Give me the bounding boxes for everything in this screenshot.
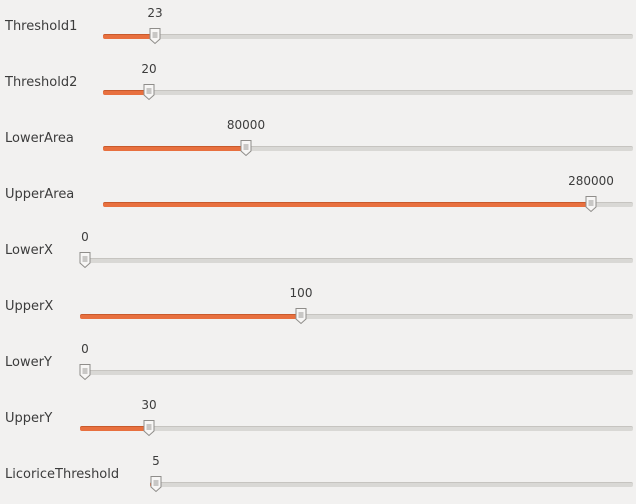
slider-label: LowerArea <box>5 131 74 146</box>
slider-track[interactable] <box>103 202 633 207</box>
slider-knob-icon[interactable] <box>585 195 598 213</box>
slider-value: 30 <box>141 398 157 412</box>
slider-value: 280000 <box>568 174 614 188</box>
slider-label: UpperArea <box>5 187 75 202</box>
slider-track[interactable] <box>80 258 633 263</box>
slider-row-threshold2: Threshold2 20 <box>0 56 636 112</box>
slider-value: 0 <box>81 342 89 356</box>
slider-fill <box>103 34 155 39</box>
slider-row-upperx: UpperX 100 <box>0 280 636 336</box>
slider-fill <box>80 426 149 431</box>
slider-knob-icon[interactable] <box>240 139 253 157</box>
slider-fill <box>80 314 301 319</box>
slider-track[interactable] <box>150 482 633 487</box>
slider-track[interactable] <box>103 34 633 39</box>
slider-label: UpperY <box>5 411 53 426</box>
slider-track[interactable] <box>103 90 633 95</box>
slider-track[interactable] <box>80 370 633 375</box>
slider-label: Threshold1 <box>5 19 78 34</box>
slider-value: 80000 <box>226 118 266 132</box>
slider-row-licoricethreshold: LicoriceThreshold 5 <box>0 448 636 504</box>
slider-label: UpperX <box>5 299 54 314</box>
slider-label: Threshold2 <box>5 75 78 90</box>
slider-label: LowerX <box>5 243 53 258</box>
slider-label: LowerY <box>5 355 52 370</box>
slider-knob-icon[interactable] <box>79 363 92 381</box>
slider-row-lowerarea: LowerArea 80000 <box>0 112 636 168</box>
slider-row-upperarea: UpperArea 280000 <box>0 168 636 224</box>
slider-row-threshold1: Threshold1 23 <box>0 0 636 56</box>
slider-knob-icon[interactable] <box>295 307 308 325</box>
slider-label: LicoriceThreshold <box>5 467 120 482</box>
slider-knob-icon[interactable] <box>143 419 156 437</box>
slider-value: 100 <box>289 286 313 300</box>
slider-value: 23 <box>147 6 163 20</box>
slider-row-uppery: UpperY 30 <box>0 392 636 448</box>
slider-knob-icon[interactable] <box>149 27 162 45</box>
slider-fill <box>103 202 591 207</box>
slider-track[interactable] <box>103 146 633 151</box>
slider-fill <box>103 146 246 151</box>
slider-track[interactable] <box>80 314 633 319</box>
slider-knob-icon[interactable] <box>79 251 92 269</box>
slider-value: 5 <box>152 454 160 468</box>
slider-fill <box>103 90 149 95</box>
slider-value: 0 <box>81 230 89 244</box>
slider-row-lowerx: LowerX 0 <box>0 224 636 280</box>
slider-value: 20 <box>141 62 157 76</box>
slider-knob-icon[interactable] <box>143 83 156 101</box>
slider-row-lowery: LowerY 0 <box>0 336 636 392</box>
slider-track[interactable] <box>80 426 633 431</box>
slider-knob-icon[interactable] <box>150 475 163 493</box>
